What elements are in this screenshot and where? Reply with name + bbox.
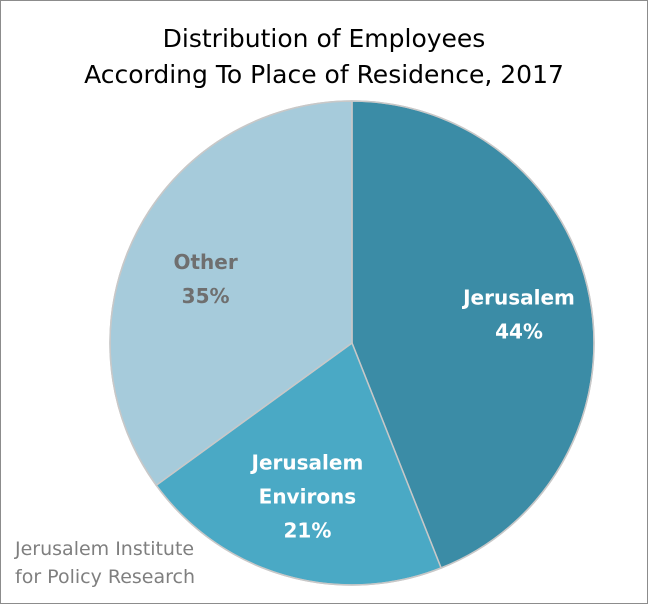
chart-title-line-2: According To Place of Residence, 2017 [84, 60, 564, 89]
slice-name: Other [173, 250, 237, 274]
slice-percent: 44% [495, 320, 543, 344]
slice-name: Environs [259, 484, 357, 508]
slice-name: Jerusalem [250, 450, 364, 474]
pie-outline [109, 100, 595, 586]
slice-label-0: Jerusalem 44% [461, 286, 575, 344]
slice-percent: 35% [182, 284, 230, 308]
chart-title-line-1: Distribution of Employees [162, 24, 486, 53]
slice-name: Jerusalem [461, 286, 575, 310]
source-credit: Jerusalem Institute for Policy Research [15, 535, 195, 591]
source-line-1: Jerusalem Institute [15, 538, 195, 560]
source-line-2: for Policy Research [15, 566, 196, 588]
slice-label-1: Jerusalem Environs 21% [250, 450, 364, 542]
chart-title: Distribution of Employees According To P… [1, 21, 647, 93]
slice-label-2: Other 35% [173, 250, 237, 308]
slice-percent: 21% [284, 518, 332, 542]
